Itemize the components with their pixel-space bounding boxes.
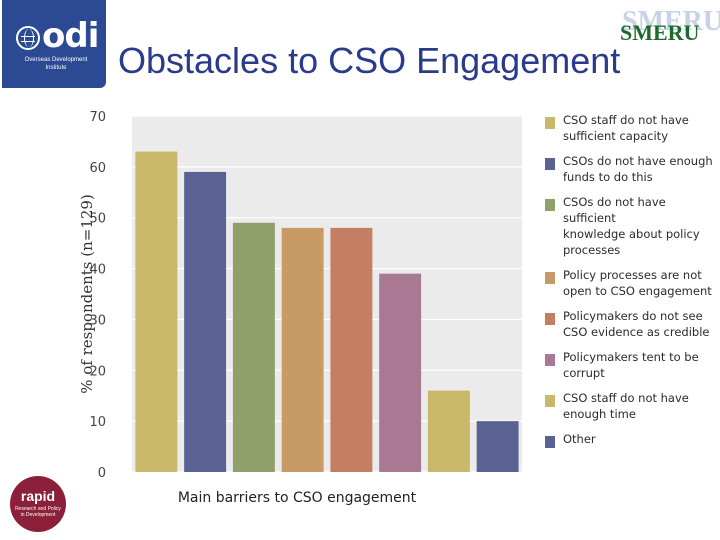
legend-label: Policymakers do not see [563, 309, 703, 323]
legend-label: open to CSO engagement [563, 284, 712, 298]
rapid-logo-subtitle: Research and Policy in Development [15, 506, 61, 518]
slide-title: Obstacles to CSO Engagement [118, 40, 621, 81]
legend-item: CSO staff do not have enough time [545, 390, 715, 422]
legend-label: Policy processes are not [563, 268, 702, 282]
y-axis-label: % of respondents (n=129) [78, 194, 96, 394]
chart-legend: CSO staff do not have sufficient capacity… [545, 112, 715, 448]
bar [184, 171, 227, 472]
y-tick-label: 30 [89, 313, 106, 328]
bar [427, 390, 470, 472]
y-tick-label: 20 [89, 364, 106, 379]
legend-label: Other [563, 432, 596, 446]
legend-item: Policy processes are not open to CSO enga… [545, 267, 715, 299]
legend-item: CSOs do not have sufficient knowledge abo… [545, 194, 715, 258]
legend-label: funds to do this [563, 170, 653, 184]
bar [281, 227, 324, 472]
left-branding-column: odi Overseas Development Institute rapid… [0, 0, 108, 540]
legend-swatch [545, 354, 555, 366]
y-tick-label: 70 [89, 110, 106, 125]
y-tick-label: 50 [89, 212, 106, 227]
odi-logo: odi Overseas Development Institute [2, 0, 106, 88]
legend-label: processes [563, 243, 621, 257]
legend-item: CSO staff do not have sufficient capacity [545, 112, 715, 144]
bar [232, 222, 275, 472]
legend-swatch [545, 272, 555, 284]
legend-label: CSOs do not have sufficient [563, 195, 666, 225]
smeru-logo: SMERU SMERU [620, 6, 720, 46]
legend-swatch [545, 395, 555, 407]
smeru-logo-word: SMERU [620, 20, 700, 45]
legend-item: CSOs do not have enough funds to do this [545, 153, 715, 185]
legend-label: CSO staff do not have [563, 113, 689, 127]
legend-item: Policymakers tent to be corrupt [545, 349, 715, 381]
legend-swatch [545, 313, 555, 325]
y-tick-label: 60 [89, 161, 106, 176]
bar [135, 151, 178, 472]
smeru-logo-shadow: SMERU [622, 6, 720, 37]
legend-label: sufficient capacity [563, 129, 668, 143]
y-tick-label: 40 [89, 263, 106, 278]
legend-swatch [545, 436, 555, 448]
legend-item: Other [545, 431, 715, 448]
legend-label: enough time [563, 407, 636, 421]
legend-label: knowledge about policy [563, 227, 700, 241]
y-tick-label: 0 [98, 466, 106, 481]
y-tick-label: 10 [89, 415, 106, 430]
legend-swatch [545, 158, 555, 170]
legend-swatch [545, 117, 555, 129]
legend-label: CSO evidence as credible [563, 325, 710, 339]
bar [330, 227, 373, 472]
globe-icon [16, 26, 40, 50]
legend-label: CSOs do not have enough [563, 154, 713, 168]
odi-logo-word: odi [42, 16, 99, 56]
legend-label: Policymakers tent to be [563, 350, 699, 364]
x-axis-label: Main barriers to CSO engagement [178, 490, 417, 506]
legend-item: Policymakers do not see CSO evidence as c… [545, 308, 715, 340]
legend-swatch [545, 199, 555, 211]
odi-logo-subtitle: Overseas Development Institute [24, 57, 88, 71]
legend-label: CSO staff do not have [563, 391, 689, 405]
rapid-logo-word: rapid [20, 488, 56, 504]
bar [476, 421, 519, 472]
legend-label: corrupt [563, 366, 605, 380]
bar [379, 273, 422, 472]
rapid-logo: rapid Research and Policy in Development [10, 476, 66, 532]
bar-chart: 0 10 20 30 40 50 60 70 % of respondents (n=129) M… [78, 110, 522, 506]
